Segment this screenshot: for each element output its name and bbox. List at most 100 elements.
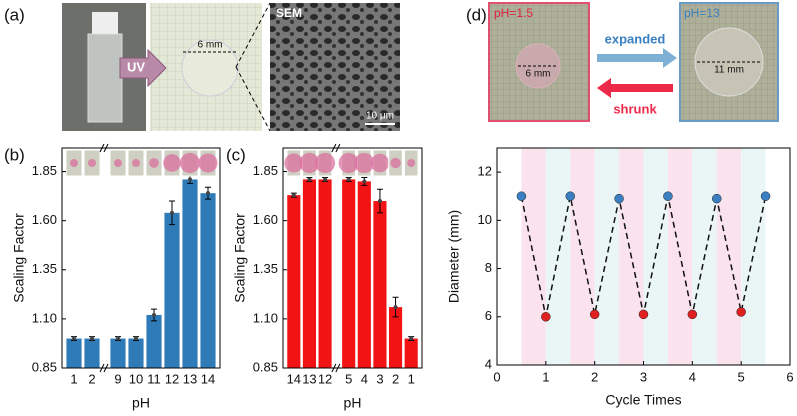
bar: [84, 338, 100, 368]
x-tick-label: 4: [361, 371, 368, 386]
uv-arrow: [119, 48, 167, 88]
point: [687, 309, 698, 320]
y-tick-label: 1.35: [253, 261, 278, 276]
gel-disc: [181, 39, 239, 97]
vial-cap: [92, 12, 118, 34]
point: [541, 312, 551, 322]
y-axis-label: Diameter (mm): [446, 210, 462, 303]
bar: [164, 212, 180, 368]
sem-label: SEM: [276, 6, 302, 20]
mean-dot: [134, 336, 138, 341]
x-tick-label: 14: [201, 371, 215, 386]
ph-label: pH=13: [684, 6, 720, 20]
sample-disc: [149, 158, 159, 168]
point: [565, 191, 575, 201]
x-axis-label: pH: [132, 395, 150, 411]
y-tick-label: 1.85: [32, 163, 57, 178]
sample-disc: [390, 157, 401, 169]
vial: [87, 33, 123, 123]
sample-disc: [88, 159, 96, 167]
bar: [373, 201, 387, 368]
y-tick-label: 1.10: [253, 310, 278, 325]
ph-label: pH=1.5: [494, 6, 533, 20]
y-axis-label: Scaling Factor: [232, 213, 248, 303]
point: [516, 191, 527, 201]
y-tick-label: 4: [485, 356, 492, 371]
y-axis-label: Scaling Factor: [11, 213, 27, 303]
axis-break: [331, 143, 341, 373]
shrunk-label: shrunk: [613, 101, 657, 116]
expand-arrow: [597, 48, 677, 68]
point: [663, 191, 673, 201]
y-tick-label: 1.10: [32, 310, 57, 325]
sample-disc: [284, 153, 304, 173]
mean-dot: [346, 177, 351, 182]
y-tick-label: 10: [478, 212, 492, 227]
sample-disc: [70, 159, 78, 167]
mean-dot: [362, 179, 367, 184]
mean-dot: [72, 336, 76, 341]
y-tick-label: 1.60: [32, 212, 57, 227]
x-tick-label: 13: [302, 371, 316, 386]
bar: [342, 179, 356, 368]
x-tick-label: 2: [591, 369, 598, 384]
x-tick-label: 2: [88, 371, 95, 386]
y-tick-label: 12: [478, 164, 492, 179]
panel-label: (c): [226, 145, 246, 164]
y-tick-label: 1.35: [32, 261, 57, 276]
panel-label: (b): [4, 145, 25, 164]
sample-disc: [179, 152, 201, 174]
mean-dot: [307, 177, 312, 182]
plot-frame: [282, 147, 423, 369]
size-label: 11 mm: [714, 65, 744, 76]
bar: [182, 179, 198, 368]
x-tick-label: 3: [376, 371, 383, 386]
sample-disc: [198, 153, 218, 173]
mean-dot: [206, 191, 210, 196]
x-tick-label: 11: [147, 371, 161, 386]
bar: [128, 338, 144, 368]
mean-dot: [393, 305, 398, 310]
bar: [302, 179, 316, 368]
mean-dot: [90, 336, 94, 341]
x-axis-label: pH: [344, 395, 362, 411]
y-tick-label: 1.60: [253, 212, 278, 227]
panel-label: (a): [4, 5, 25, 24]
mean-dot: [323, 177, 328, 182]
point: [589, 309, 600, 320]
bar: [287, 195, 301, 368]
x-tick-label: 12: [318, 371, 332, 386]
sample-disc: [163, 154, 181, 172]
x-tick-label: 5: [738, 369, 745, 384]
phase-band: [570, 148, 595, 365]
sem-scale-label: 10 μm: [366, 111, 394, 122]
x-axis-label: Cycle Times: [605, 392, 681, 408]
x-tick-label: 4: [689, 369, 696, 384]
x-tick-label: 5: [345, 371, 352, 386]
bar: [389, 307, 403, 368]
bar: [110, 338, 126, 368]
sample-disc: [132, 159, 140, 167]
y-tick-label: 0.85: [253, 359, 278, 374]
bar: [200, 193, 216, 368]
sample-disc: [354, 153, 375, 173]
x-tick-label: 1: [542, 369, 549, 384]
x-tick-label: 13: [183, 371, 197, 386]
plot-frame: [61, 147, 221, 369]
y-tick-label: 0.85: [32, 359, 57, 374]
sample-disc: [299, 152, 320, 174]
x-tick-label: 1: [408, 371, 415, 386]
mean-dot: [188, 177, 192, 182]
axis-break: [99, 143, 109, 373]
x-tick-label: 6: [786, 369, 793, 384]
mean-dot: [377, 199, 382, 204]
sample-disc: [314, 152, 336, 174]
panel-label: (d): [466, 5, 487, 24]
x-tick-label: 1: [70, 371, 77, 386]
zoom-lines: [235, 2, 271, 132]
size-label: 6 mm: [526, 69, 551, 80]
mean-dot: [152, 312, 156, 317]
bar: [357, 181, 371, 368]
y-tick-label: 1.85: [253, 163, 278, 178]
expanded-label: expanded: [605, 31, 666, 46]
